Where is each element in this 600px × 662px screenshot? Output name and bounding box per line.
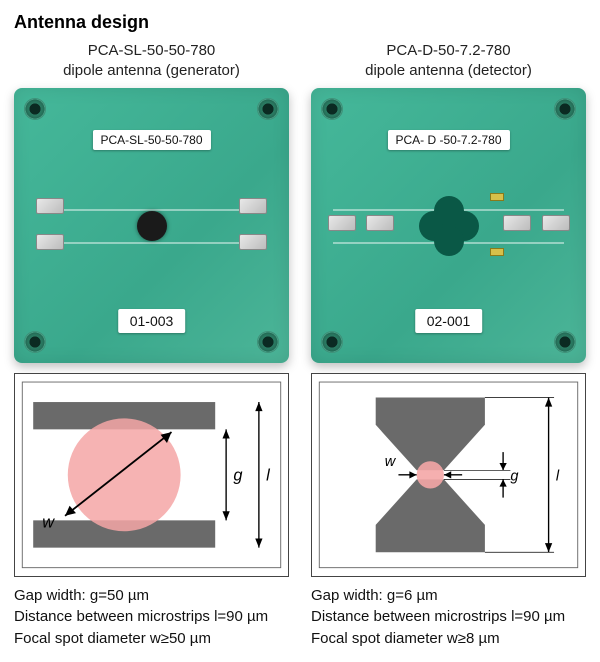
antenna-chip-icon: [137, 211, 167, 241]
right-pcb-photo: PCA- D -50-7.2-780 02-001: [311, 88, 586, 363]
svg-text:w: w: [42, 514, 55, 532]
antenna-chip-icon: [424, 201, 474, 251]
pcb-serial-label: 01-003: [118, 309, 186, 333]
mounting-hole-icon: [321, 98, 343, 120]
svg-text:w: w: [385, 454, 397, 470]
mounting-hole-icon: [24, 331, 46, 353]
svg-text:g: g: [510, 468, 518, 484]
right-specs: Gap width: g=6 µm Distance between micro…: [311, 585, 586, 650]
pcb-part-label: PCA-SL-50-50-780: [92, 130, 210, 150]
pcb-part-label: PCA- D -50-7.2-780: [387, 130, 509, 150]
left-pcb-photo: PCA-SL-50-50-780 01-003: [14, 88, 289, 363]
left-column: PCA-SL-50-50-780 dipole antenna (generat…: [14, 41, 289, 650]
spec-distance: Distance between microstrips l=90 µm: [14, 606, 289, 628]
columns: PCA-SL-50-50-780 dipole antenna (generat…: [14, 41, 586, 650]
solder-pad-icon: [239, 234, 267, 250]
mounting-hole-icon: [554, 98, 576, 120]
solder-pad-icon: [36, 198, 64, 214]
smd-component-icon: [490, 248, 504, 256]
mounting-hole-icon: [321, 331, 343, 353]
svg-text:l: l: [556, 468, 560, 484]
left-header: PCA-SL-50-50-780 dipole antenna (generat…: [14, 41, 289, 80]
trace-icon: [36, 242, 267, 244]
left-schematic: w g l: [14, 373, 289, 577]
solder-pad-icon: [239, 198, 267, 214]
svg-text:g: g: [233, 466, 242, 484]
mounting-hole-icon: [257, 98, 279, 120]
solder-pad-icon: [36, 234, 64, 250]
smd-component-icon: [490, 193, 504, 201]
solder-pad-icon: [542, 215, 570, 231]
right-column: PCA-D-50-7.2-780 dipole antenna (detecto…: [311, 41, 586, 650]
solder-pad-icon: [503, 215, 531, 231]
mounting-hole-icon: [554, 331, 576, 353]
page-title: Antenna design: [14, 12, 586, 33]
right-header: PCA-D-50-7.2-780 dipole antenna (detecto…: [311, 41, 586, 80]
spec-gap: Gap width: g=6 µm: [311, 585, 586, 607]
spec-distance: Distance between microstrips l=90 µm: [311, 606, 586, 628]
solder-pad-icon: [366, 215, 394, 231]
solder-pad-icon: [328, 215, 356, 231]
svg-text:l: l: [266, 466, 270, 484]
left-specs: Gap width: g=50 µm Distance between micr…: [14, 585, 289, 650]
spec-gap: Gap width: g=50 µm: [14, 585, 289, 607]
pcb-serial-label: 02-001: [415, 309, 483, 333]
spec-focal: Focal spot diameter w≥8 µm: [311, 628, 586, 650]
spec-focal: Focal spot diameter w≥50 µm: [14, 628, 289, 650]
right-schematic: w g l: [311, 373, 586, 577]
mounting-hole-icon: [257, 331, 279, 353]
mounting-hole-icon: [24, 98, 46, 120]
